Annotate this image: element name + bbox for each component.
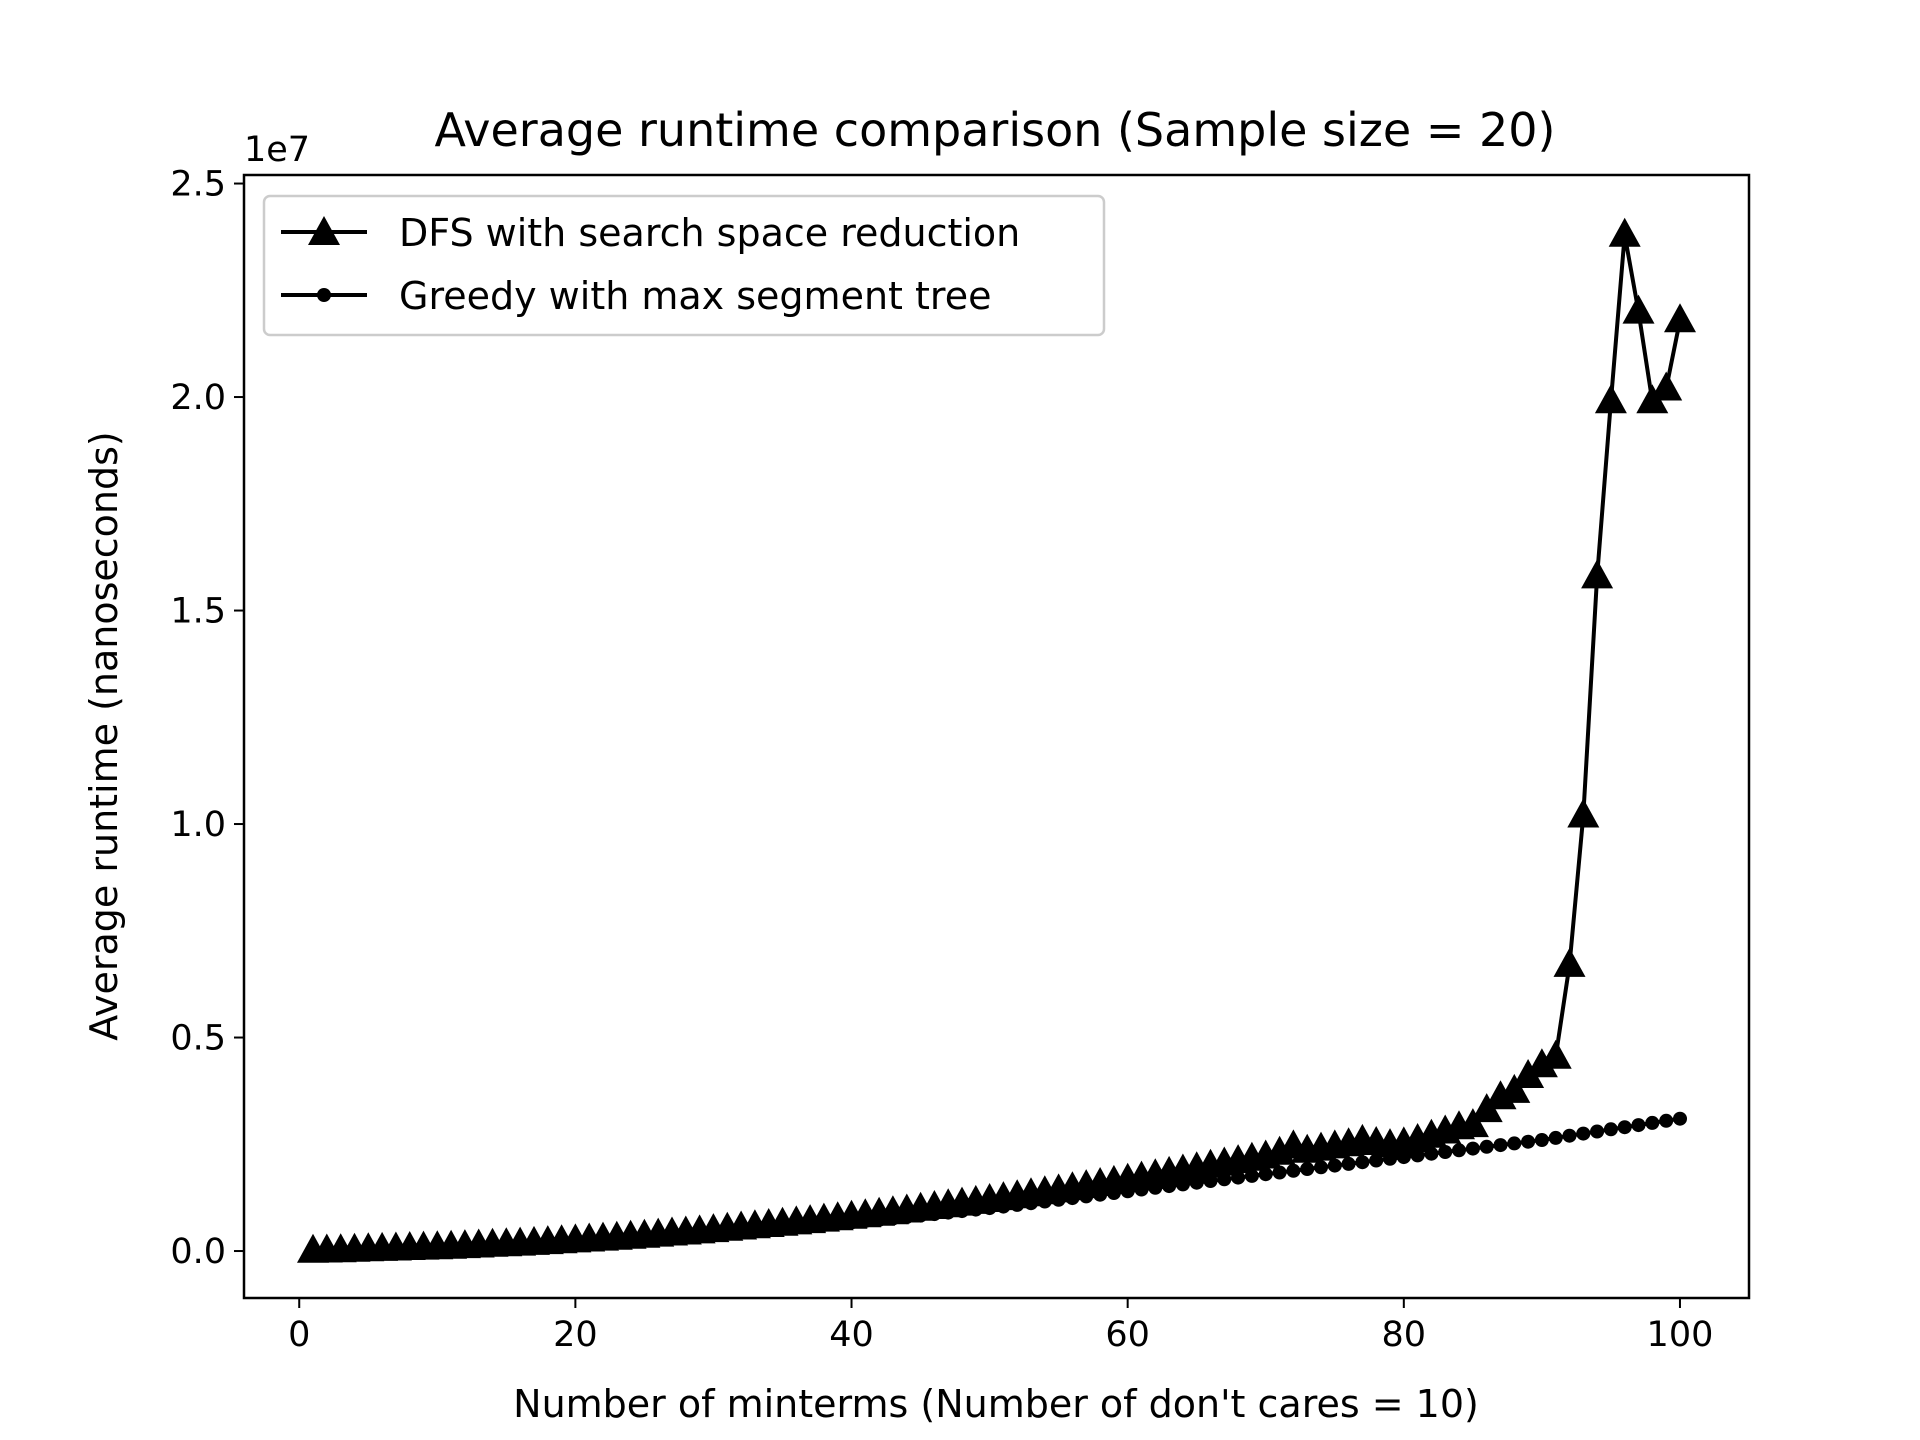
series-dfs: [297, 217, 1696, 1263]
data-point-greedy: [1645, 1115, 1660, 1130]
legend-label-dfs: DFS with search space reduction: [399, 211, 1020, 255]
data-point-dfs: [1567, 798, 1600, 828]
data-point-greedy: [1465, 1141, 1480, 1156]
data-point-greedy: [1507, 1136, 1522, 1151]
data-point-greedy: [1300, 1162, 1315, 1176]
data-point-dfs: [1581, 559, 1614, 589]
data-point-greedy: [1355, 1155, 1370, 1170]
data-point-dfs: [1608, 217, 1641, 247]
legend-label-greedy: Greedy with max segment tree: [399, 274, 991, 318]
x-axis-label: Number of minterms (Number of don't care…: [513, 1382, 1479, 1426]
y-offset-label: 1e7: [244, 130, 310, 170]
legend-box: [262, 194, 1106, 337]
legend-marker-dfs-triangle-icon: [308, 216, 340, 245]
data-point-greedy: [1327, 1158, 1342, 1173]
x-tick-label: 60: [1105, 1315, 1150, 1355]
data-point-greedy: [1479, 1139, 1494, 1154]
data-point-greedy: [1341, 1156, 1356, 1171]
data-point-greedy: [1286, 1163, 1301, 1178]
data-point-greedy: [1452, 1143, 1466, 1158]
data-point-greedy: [1576, 1126, 1591, 1141]
y-tick-label: 0.0: [170, 1232, 226, 1272]
data-point-greedy: [1548, 1130, 1563, 1145]
x-tick-label: 0: [288, 1315, 310, 1355]
plot-area: [297, 217, 1696, 1263]
x-tick-label: 80: [1382, 1315, 1427, 1355]
y-tick-label: 2.0: [170, 378, 226, 418]
y-tick-label: 1.0: [170, 805, 226, 845]
data-point-dfs: [1539, 1039, 1572, 1069]
y-axis-label: Average runtime (nanoseconds): [82, 431, 126, 1041]
x-axis: 0 20 40 60 80 100: [288, 1298, 1713, 1355]
y-axis: 0.0 0.5 1.0 1.5 2.0 2.5: [170, 165, 244, 1272]
data-point-greedy: [1521, 1134, 1536, 1149]
x-tick-label: 100: [1647, 1315, 1714, 1355]
data-point-greedy: [1631, 1118, 1646, 1133]
x-tick-label: 20: [553, 1315, 598, 1355]
data-point-greedy: [1659, 1113, 1674, 1128]
axes-frame: [242, 173, 1751, 1300]
data-point-greedy: [1562, 1128, 1577, 1143]
data-point-greedy: [1590, 1124, 1605, 1139]
data-point-dfs: [1650, 371, 1683, 401]
data-point-dfs: [1498, 1073, 1531, 1103]
data-point-greedy: [1438, 1145, 1453, 1159]
data-point-dfs: [1664, 303, 1696, 333]
data-point-greedy: [1603, 1122, 1618, 1137]
data-point-dfs: [1553, 947, 1586, 977]
legend-marker-greedy-circle-icon: [317, 288, 331, 302]
data-point-dfs: [1622, 294, 1655, 324]
data-point-dfs: [1525, 1048, 1558, 1078]
data-point-greedy: [1617, 1120, 1632, 1135]
data-point-dfs: [1594, 384, 1627, 414]
y-tick-label: 0.5: [170, 1019, 226, 1059]
x-tick-label: 40: [829, 1315, 874, 1355]
data-point-greedy: [1673, 1111, 1687, 1126]
data-point-greedy: [1272, 1165, 1287, 1180]
y-tick-label: 1.5: [170, 592, 226, 632]
data-point-greedy: [1534, 1133, 1549, 1147]
data-point-greedy: [1314, 1160, 1328, 1175]
chart-title: Average runtime comparison (Sample size …: [434, 103, 1555, 157]
data-point-dfs: [1456, 1108, 1489, 1138]
data-point-greedy: [1493, 1138, 1508, 1153]
y-tick-label: 2.5: [170, 165, 226, 205]
legend: DFS with search space reduction Greedy w…: [262, 194, 1106, 337]
